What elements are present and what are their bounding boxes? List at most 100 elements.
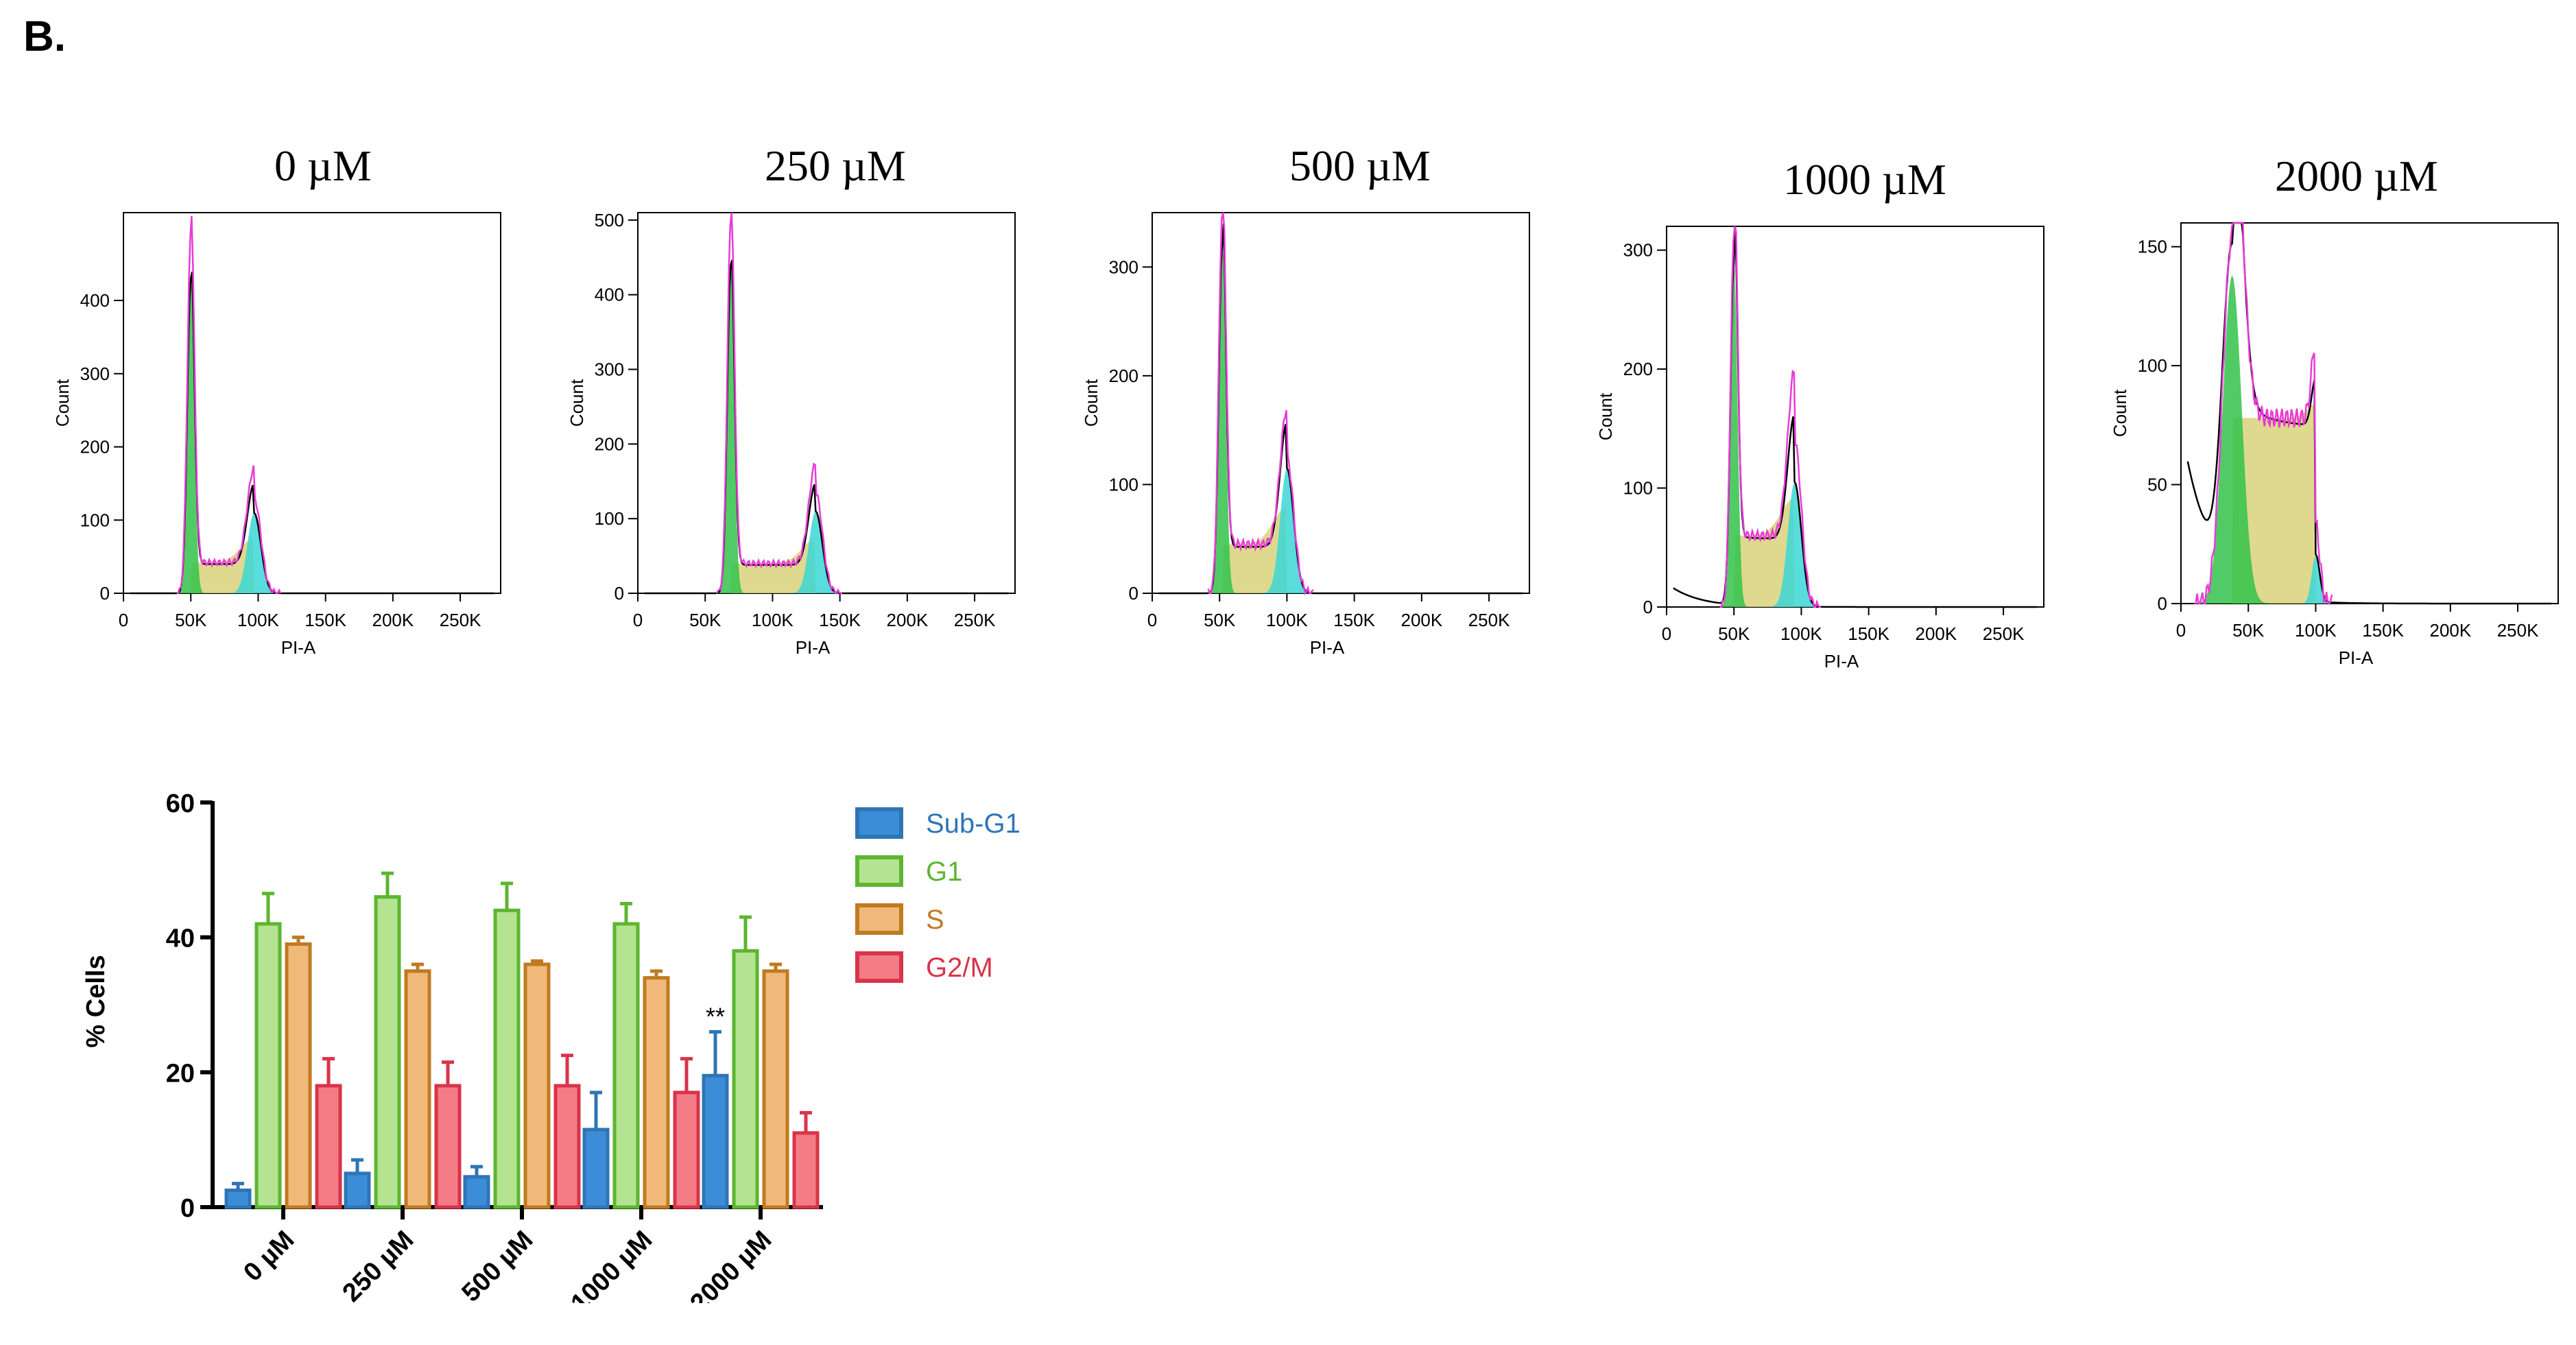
x-tick-label: 250K [954,610,996,630]
bar [254,922,282,1209]
x-tick-label: 250K [1468,610,1510,630]
histogram-plot: 0 100 200 300 0 50K 100K 150K 200K 250K Count PI-A [1595,226,2044,671]
histogram-title: 500 µM [1289,141,1431,190]
y-tick-label: 200 [595,433,624,454]
histogram-g2-fill [1767,481,1822,607]
x-tick-label: 150K [1333,610,1375,630]
y-tick-label: 100 [1623,478,1653,499]
bar [762,969,789,1209]
y-tick-label: 0 [1643,597,1653,617]
histogram-g2-fill [227,512,281,593]
y-tick-label: 0 [180,1194,195,1223]
legend-swatch [855,951,903,983]
bar [702,1073,729,1209]
y-tick-label: 200 [80,437,110,457]
x-tick-label: 100K [2295,620,2337,641]
histogram-g1-fill [1208,249,1235,593]
x-tick-label: 0 [1662,623,1671,644]
y-axis-label: Count [1081,379,1101,427]
bar [553,1084,581,1209]
y-tick-label: 40 [166,925,195,953]
histogram-title: 2000 µM [2275,152,2438,200]
x-tick-label: 2000 µM [685,1226,778,1303]
histogram-g2-fill [1260,468,1314,593]
histogram-g1-fill [1719,265,1748,607]
histogram-panel: 2000 µM 0 50 100 150 0 50K 100K 150K 200K 250K Cou… [2085,151,2565,679]
histogram-data-line [130,271,494,595]
histogram-plot: 0 100 200 300 400 500 0 50K 100K 150K 200K 250K Coun… [567,210,1016,658]
histogram-plot: 0 100 200 300 400 0 50K 100K 150K 200K 250K Count PI… [52,212,501,658]
y-tick-label: 300 [80,364,110,384]
x-tick-label: 0 [1147,610,1157,630]
x-tick-label: 50K [2232,620,2265,641]
bar [315,1084,342,1209]
y-tick-label: 100 [80,510,110,530]
x-tick-label: 200K [1400,610,1442,630]
bar [463,1175,490,1209]
x-tick-label: 200K [2429,620,2471,641]
histogram-data-line [1673,226,2038,608]
y-tick-label: 150 [2138,237,2167,257]
histogram-s-fill [2232,403,2316,604]
plot-frame [123,212,501,594]
histogram-title: 1000 µM [1783,155,1946,204]
legend-swatch [855,903,903,935]
y-axis-label: % Cells [82,955,110,1047]
bar [374,895,401,1209]
plot-frame [1152,212,1530,594]
y-tick-label: 20 [166,1059,195,1088]
x-tick-label: 150K [305,610,346,630]
y-tick-label: 200 [1109,366,1138,386]
x-tick-label: 250 µM [337,1226,419,1303]
legend-label: G2/M [926,953,993,983]
histogram-model-line [1719,226,1822,608]
bar [434,1084,462,1209]
plot-frame [637,212,1016,594]
histogram-model-line [715,212,843,595]
y-tick-label: 400 [80,290,110,311]
legend-label: G1 [926,857,962,887]
y-axis-label: Count [1595,392,1616,440]
histogram-model-line [2194,222,2333,605]
plot-frame [1666,226,2044,608]
histogram-g2-fill [2299,556,2332,604]
y-tick-label: 100 [2138,355,2167,376]
y-tick-label: 100 [595,508,624,529]
x-tick-label: 100K [752,610,794,630]
histogram-title: 250 µM [765,141,906,190]
legend-swatch [855,855,903,887]
x-axis-label: PI-A [1310,637,1345,658]
x-tick-label: 150K [819,610,861,630]
bar [404,969,431,1209]
histogram-s-fill [730,538,816,593]
histogram-s-fill [1222,507,1287,593]
x-tick-label: 0 [633,610,643,630]
histogram-model-line [176,215,282,595]
x-tick-label: 50K [689,610,721,630]
bar [673,1091,700,1209]
x-tick-label: 0 [119,610,128,630]
x-tick-label: 250K [1983,623,2025,644]
x-axis-label: PI-A [796,637,831,658]
bar [792,1131,820,1209]
x-axis-label: PI-A [2339,647,2374,668]
legend-label: Sub-G1 [926,809,1021,839]
y-tick-label: 300 [1109,257,1138,277]
x-tick-label: 200K [1915,623,1957,644]
x-tick-label: 50K [1204,610,1236,630]
histogram-model-line [1207,212,1314,596]
histogram-g1-fill [2194,275,2270,604]
x-tick-label: 200K [372,610,414,630]
panel-label: B. [23,13,66,60]
x-tick-label: 0 [2176,620,2186,641]
bar [612,922,640,1209]
legend-swatch [855,807,903,839]
y-tick-label: 300 [595,359,624,380]
bar [582,1128,610,1209]
y-axis-label: Count [52,379,73,427]
y-tick-label: 0 [2158,593,2167,614]
y-tick-label: 60 [166,789,195,818]
histogram-panel: 0 µM 0 100 200 300 400 0 50K 100K 150K 200K 250K Co… [27,141,508,669]
histogram-g1-fill [717,268,744,593]
x-tick-label: 1000 µM [566,1226,658,1303]
